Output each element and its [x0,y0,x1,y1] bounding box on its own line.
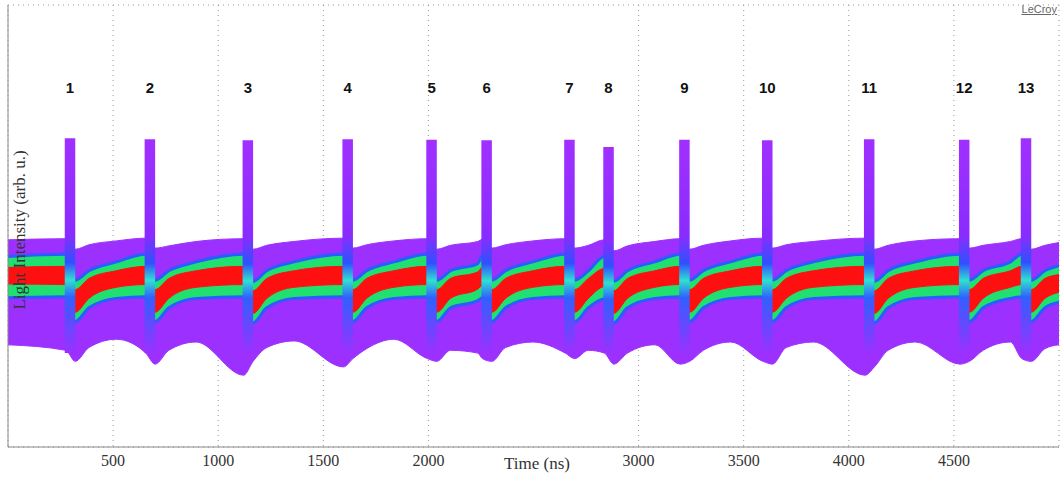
html-text:LeCroy: LeCroy [1021,3,1057,15]
svg-text:1: 1 [66,79,74,96]
html-text:Light Intensity (arb. u.): Light Intensity (arb. u.) [10,150,29,310]
svg-text:11: 11 [861,79,877,96]
svg-text:3: 3 [244,79,252,96]
svg-text:4000: 4000 [833,452,865,469]
svg-text:10: 10 [759,79,776,96]
svg-text:4: 4 [344,79,353,96]
svg-text:4500: 4500 [938,452,970,469]
svg-text:3500: 3500 [728,452,760,469]
svg-text:6: 6 [482,79,490,96]
svg-text:2000: 2000 [412,452,444,469]
svg-text:1500: 1500 [307,452,339,469]
svg-text:5: 5 [427,79,435,96]
svg-text:500: 500 [101,452,125,469]
svg-text:9: 9 [680,79,688,96]
svg-text:12: 12 [956,79,973,96]
html-text:Time (ns): Time (ns) [504,454,570,473]
svg-text:1000: 1000 [202,452,234,469]
svg-text:2: 2 [146,79,154,96]
svg-text:8: 8 [604,79,612,96]
svg-text:13: 13 [1018,79,1035,96]
svg-text:7: 7 [565,79,573,96]
svg-text:3000: 3000 [623,452,655,469]
